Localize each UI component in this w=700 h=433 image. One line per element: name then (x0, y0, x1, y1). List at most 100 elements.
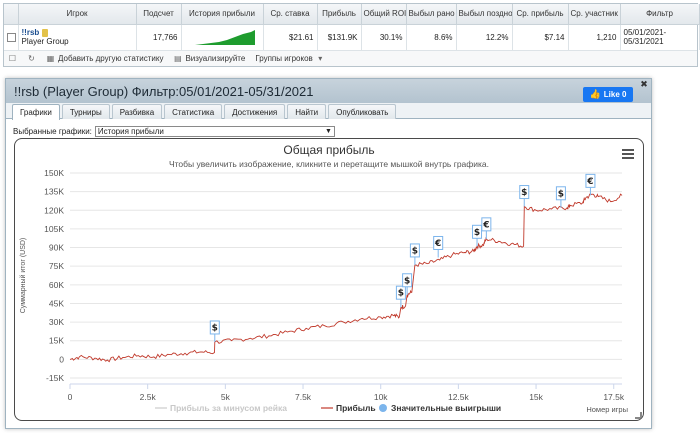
player-name-link[interactable]: !!rsb (21, 28, 40, 38)
big-win-symbol: $ (412, 246, 418, 256)
hamburger-menu-icon[interactable] (622, 149, 634, 159)
stats-table: Игрок Подсчет История прибыли Ср. ставка… (3, 3, 700, 67)
panel-header: !!rsb (Player Group) Фильтр:05/01/2021-0… (6, 79, 651, 103)
big-win-symbol: € (434, 239, 441, 249)
big-win-symbol: $ (474, 228, 480, 238)
y-tick-label: 150K (44, 168, 64, 178)
x-tick-label: 10k (374, 392, 388, 402)
col-header-avg-stake[interactable]: Ср. ставка (263, 4, 318, 25)
panel-title: !!rsb (Player Group) Фильтр:05/01/2021-0… (14, 83, 314, 99)
tab-charts[interactable]: Графики (12, 104, 60, 120)
y-tick-label: 45K (49, 298, 64, 308)
big-win-symbol: € (482, 220, 489, 230)
big-win-flag (481, 217, 492, 232)
facebook-like-button[interactable]: 👍 Like 0 (583, 87, 633, 102)
chart-selector-label: Выбранные графики: (13, 127, 92, 136)
x-tick-label: 7.5k (295, 392, 312, 402)
chart-container[interactable]: Общая прибыль Чтобы увеличить изображени… (14, 138, 644, 421)
big-win-symbol: $ (404, 276, 410, 286)
x-tick-label: 15k (529, 392, 543, 402)
col-header-filter[interactable]: Фильтр (620, 4, 700, 25)
y-tick-label: 30K (49, 317, 64, 327)
chevron-down-icon: ▼ (324, 128, 332, 135)
tab-breakdown[interactable]: Разбивка (111, 104, 163, 119)
table-header-row: Игрок Подсчет История прибыли Ср. ставка… (4, 4, 700, 25)
big-win-symbol: $ (558, 189, 564, 199)
chart-select[interactable]: История прибыли ▼ (94, 126, 335, 137)
stats-toolbar: ☐ ↻ ▦ Добавить другую статистику ▤ Визуали… (4, 50, 697, 66)
col-header-player[interactable]: Игрок (18, 4, 137, 25)
y-tick-label: 15K (49, 336, 64, 346)
big-win-flag (472, 224, 483, 239)
col-header-early[interactable]: Выбыл рано (406, 4, 457, 25)
panel-tabs: Графики Турниры Разбивка Статистика Дост… (6, 103, 651, 120)
chart-icon: ▤ (174, 54, 182, 63)
tab-find[interactable]: Найти (287, 104, 327, 119)
col-header-profit-history[interactable]: История прибыли (181, 4, 264, 25)
big-win-symbol: $ (212, 323, 218, 333)
chevron-down-icon: ▾ (318, 54, 323, 63)
add-stat-button[interactable]: ▦ Добавить другую статистику (46, 54, 164, 63)
big-win-flag (402, 273, 413, 288)
chart-title: Общая прибыль (283, 143, 375, 157)
tab-statistics[interactable]: Статистика (164, 104, 223, 119)
thumbs-up-icon: 👍 (589, 89, 601, 99)
col-header-avg-entrants[interactable]: Ср. участник (568, 4, 621, 25)
big-win-symbol: € (586, 177, 593, 187)
x-tick-label: 0 (68, 392, 73, 402)
checkbox-icon[interactable]: ☐ (8, 54, 17, 63)
y-tick-label: 75K (49, 261, 64, 271)
tab-achievements[interactable]: Достижения (224, 104, 286, 119)
visualize-button[interactable]: ▤ Визуализируйте (173, 54, 245, 63)
x-tick-label: 12.5k (448, 392, 470, 402)
y-tick-label: 0 (59, 354, 64, 364)
y-axis-title: Суммарный итог (USD) (19, 238, 27, 314)
big-win-flag (395, 285, 406, 300)
col-header-profit[interactable]: Прибыль (317, 4, 362, 25)
legend-wins-swatch (379, 404, 387, 412)
col-header-late[interactable]: Выбыл поздно (456, 4, 513, 25)
avg-profit-value: $7.14 (512, 24, 569, 50)
grid-icon: ▦ (46, 54, 55, 63)
legend-rake-label: Прибыль за минусом рейка (170, 403, 287, 413)
tab-publish[interactable]: Опубликовать (328, 104, 397, 119)
tab-tournaments[interactable]: Турниры (61, 104, 110, 119)
y-tick-label: 120K (44, 205, 64, 215)
col-header-count[interactable]: Подсчет (136, 4, 182, 25)
count-value: 17,766 (136, 24, 182, 50)
player-groups-dropdown[interactable]: Группы игроков ▾ (255, 54, 324, 63)
profit-sparkline (194, 30, 255, 46)
x-tick-label: 17.5k (603, 392, 625, 402)
close-icon[interactable]: ✖ (640, 79, 648, 89)
chart-selector-row: Выбранные графики: История прибыли ▼ (6, 123, 651, 140)
filter-line-2: 05/31/2021 (623, 37, 664, 47)
player-groups-label: Группы игроков (255, 54, 313, 63)
table-row: !!rsb Player Group 17,766 $21.61 $131.9K… (4, 24, 700, 50)
roi-value: 30.1% (361, 24, 407, 50)
big-win-symbol: $ (521, 188, 527, 198)
col-header-avg-profit[interactable]: Ср. прибыль (512, 4, 569, 25)
big-win-flag (209, 320, 220, 335)
resize-handle[interactable] (635, 412, 642, 419)
profit-series-line (69, 193, 623, 363)
legend-wins-label: Значительные выигрыши (391, 403, 501, 413)
refresh-icon[interactable]: ↻ (28, 54, 35, 63)
late-value: 12.2% (456, 24, 513, 50)
col-header-roi[interactable]: Общий ROI (361, 4, 407, 25)
x-tick-label: 5k (221, 392, 231, 402)
chart-subtitle: Чтобы увеличить изображение, кликните и … (168, 159, 490, 169)
avg-stake-value: $21.61 (263, 24, 318, 50)
big-win-flag (585, 173, 596, 188)
filter-line-1: 05/01/2021- (623, 28, 667, 38)
big-win-symbol: $ (398, 289, 404, 299)
y-tick-label: 105K (44, 224, 64, 234)
player-group-label: Player Group (21, 37, 69, 47)
big-win-flag (409, 243, 420, 258)
row-checkbox[interactable] (7, 32, 16, 42)
early-value: 8.6% (406, 24, 457, 50)
big-win-flag (555, 186, 566, 201)
chart-select-value: История прибыли (97, 127, 164, 136)
y-tick-label: 60K (49, 280, 64, 290)
like-label: Like 0 (603, 90, 627, 99)
col-header-select (4, 4, 19, 25)
